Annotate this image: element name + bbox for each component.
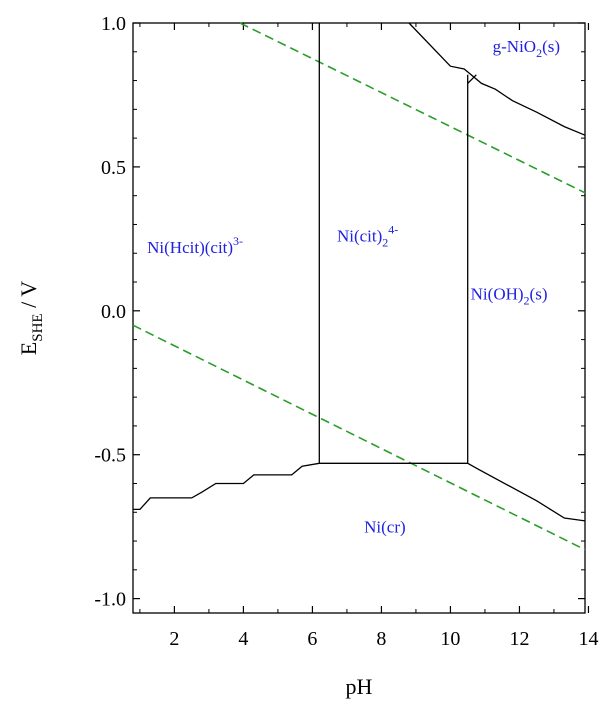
x-tick-label: 14 [578,628,598,650]
y-axis-title-main: E [16,342,41,355]
x-tick-label: 8 [376,628,386,650]
y-tick-label: -0.5 [94,445,126,467]
region-labels: Ni(Hcit)(cit)3- Ni(cit)24- Ni(OH)2(s) g-NiO… [147,37,560,537]
plot-frame [132,22,586,614]
y-tick-label: 1.0 [101,13,126,35]
x-tick-label: 4 [238,628,248,650]
x-tick-label: 12 [509,628,529,650]
series-group [132,22,586,551]
y-tick-label: -1.0 [94,589,126,611]
region-label: Ni(OH)2(s) [471,284,548,307]
region-label: Ni(cr) [364,517,406,536]
x-tick-label: 2 [169,628,179,650]
water-stability-lower-line [132,324,586,551]
y-tick-label: 0.0 [101,301,126,323]
region-label: Ni(cit)24- [337,223,398,250]
y-axis-title-unit: / V [16,281,41,314]
nio2-tick-line [467,74,477,84]
y-axis-title-sub: SHE [30,313,46,341]
axis-ticks: 2 4 6 8 10 12 14 1.0 0.5 0.0 -0.5 -1.0 [94,13,598,650]
region-label: Ni(Hcit)(cit)3- [147,234,243,257]
x-tick-label: 10 [440,628,460,650]
water-stability-upper-line [239,22,586,194]
x-tick-label: 6 [307,628,317,650]
y-tick-label: 0.5 [101,157,126,179]
y-axis-title: ESHE / V [16,281,46,356]
x-axis-title: pH [346,674,373,699]
region-label: g-NiO2(s) [493,37,560,60]
ni-metal-boundary-line [133,462,586,522]
nio2-boundary-line [408,22,586,136]
